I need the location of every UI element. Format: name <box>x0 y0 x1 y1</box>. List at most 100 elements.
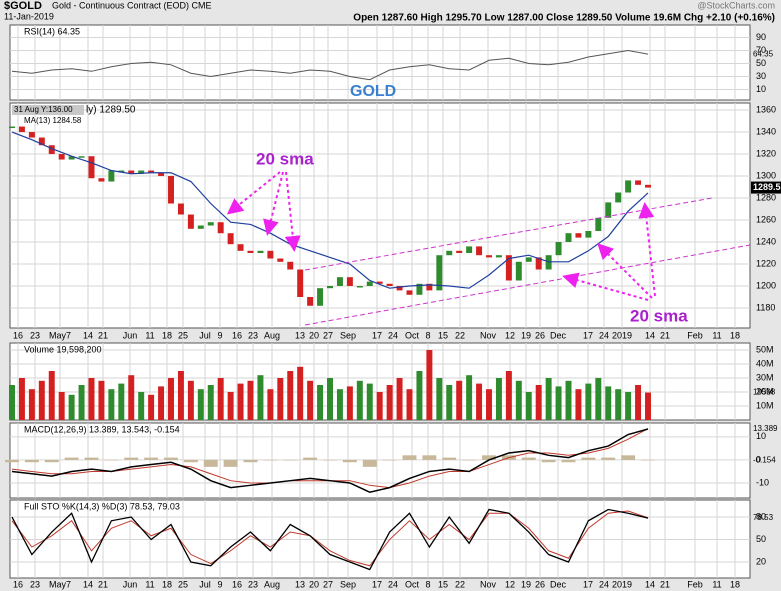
candle <box>406 290 413 295</box>
histogram-bar <box>5 459 19 463</box>
y-tick-label: 20M <box>756 386 774 396</box>
volume-bar <box>128 375 135 420</box>
quote: Open 1287.60 High 1295.70 Low 1287.00 Cl… <box>353 13 775 24</box>
x-tick-label: 12 <box>505 330 515 340</box>
volume-bar <box>605 386 612 420</box>
x-tick-label: 17 <box>372 579 382 589</box>
ma-legend: MA(13) 1284.58 <box>24 116 82 125</box>
volume-bar <box>307 380 314 420</box>
volume-bar <box>297 366 304 420</box>
histogram-bar <box>362 459 377 467</box>
x-tick-label: Jul <box>199 579 211 589</box>
candle <box>486 255 492 258</box>
y-tick-label: 80 <box>756 511 766 521</box>
sto-last: 78.53 <box>753 513 774 522</box>
volume-bar <box>585 383 592 420</box>
candle <box>555 242 562 256</box>
candle <box>187 214 194 229</box>
y-tick-label: 40M <box>756 358 774 368</box>
x-tick-label: 25 <box>178 579 188 589</box>
candle <box>327 285 333 289</box>
histogram-bar <box>422 455 437 460</box>
volume-bar <box>436 378 443 420</box>
x-tick-label: 23 <box>248 330 258 340</box>
x-tick-label: Jun <box>123 579 138 589</box>
candle <box>118 170 125 173</box>
candle <box>227 233 234 245</box>
candle <box>78 156 85 158</box>
y-tick-label: 1260 <box>756 214 776 224</box>
line <box>11 510 649 567</box>
candle <box>476 246 483 256</box>
arrow <box>226 171 281 215</box>
volume-bar <box>68 394 75 420</box>
x-tick-label: Oct <box>405 330 420 340</box>
volume-bar <box>615 389 622 420</box>
candle <box>416 283 423 295</box>
x-tick-label: 26 <box>535 330 545 340</box>
histogram-bar <box>442 457 457 460</box>
candle <box>525 257 532 262</box>
candle <box>68 156 75 160</box>
line <box>11 508 649 571</box>
x-tick-label: Aug <box>264 579 280 589</box>
candle <box>615 192 622 203</box>
volume-bar <box>336 389 343 420</box>
volume-bar <box>565 380 572 420</box>
x-tick-label: 17 <box>372 330 382 340</box>
line <box>11 49 649 81</box>
x-tick-label: 23 <box>30 579 40 589</box>
x-tick-label: 8 <box>425 579 430 589</box>
x-tick-label: 26 <box>535 579 545 589</box>
candle <box>58 154 65 160</box>
volume-bar <box>456 380 463 420</box>
candle <box>277 258 284 262</box>
candle <box>247 250 254 253</box>
volume-bar <box>346 386 353 420</box>
volume-bar <box>486 389 492 420</box>
candle <box>386 283 393 286</box>
volume-bar <box>535 385 542 420</box>
volume-bar <box>177 371 184 420</box>
arrow <box>263 171 284 236</box>
candle <box>98 178 105 182</box>
volume-bar <box>257 375 264 420</box>
candle <box>456 250 463 253</box>
y-tick-label: 1300 <box>756 170 776 180</box>
chart-title: Gold - Continuous Contract (EOD) CME <box>52 0 212 10</box>
volume-bar <box>595 378 602 420</box>
x-tick-label: 18 <box>730 579 740 589</box>
y-tick-label: 1280 <box>756 192 776 202</box>
y-tick-label: 30 <box>756 71 766 81</box>
x-tick-label: 21 <box>98 579 108 589</box>
volume-bar <box>356 380 363 420</box>
volume-bar <box>545 378 552 420</box>
volume-bar <box>38 380 45 420</box>
volume-bar <box>148 394 155 420</box>
rsi-last: 64.35 <box>753 49 774 58</box>
candle <box>595 217 602 232</box>
annotation: 20 sma <box>630 306 688 325</box>
x-tick-label: 11 <box>145 330 154 340</box>
x-tick-label: Dec <box>550 579 567 589</box>
histogram-bar <box>581 457 596 460</box>
candle <box>108 170 115 182</box>
volume-last: 19598 <box>753 388 776 397</box>
y-tick-label: 1220 <box>756 258 776 268</box>
volume-bar <box>18 378 25 420</box>
y-tick-label: 30M <box>756 372 774 382</box>
x-tick-label: 14 <box>83 579 93 589</box>
x-tick-label: Jul <box>199 330 211 340</box>
price-panel <box>9 102 751 329</box>
last-price-box <box>751 181 781 194</box>
watermark: @StockCharts.com <box>697 0 775 10</box>
volume-legend: Volume 19,598,200 <box>24 344 102 354</box>
x-tick-label: 22 <box>455 579 465 589</box>
volume-bar <box>28 389 35 420</box>
y-tick-label: 10 <box>756 84 766 94</box>
x-tick-label: 20 <box>309 579 319 589</box>
y-tick-label: 50M <box>756 344 774 354</box>
x-tick-label: 2019 <box>612 579 632 589</box>
candle <box>128 170 135 174</box>
x-tick-label: 21 <box>660 330 670 340</box>
